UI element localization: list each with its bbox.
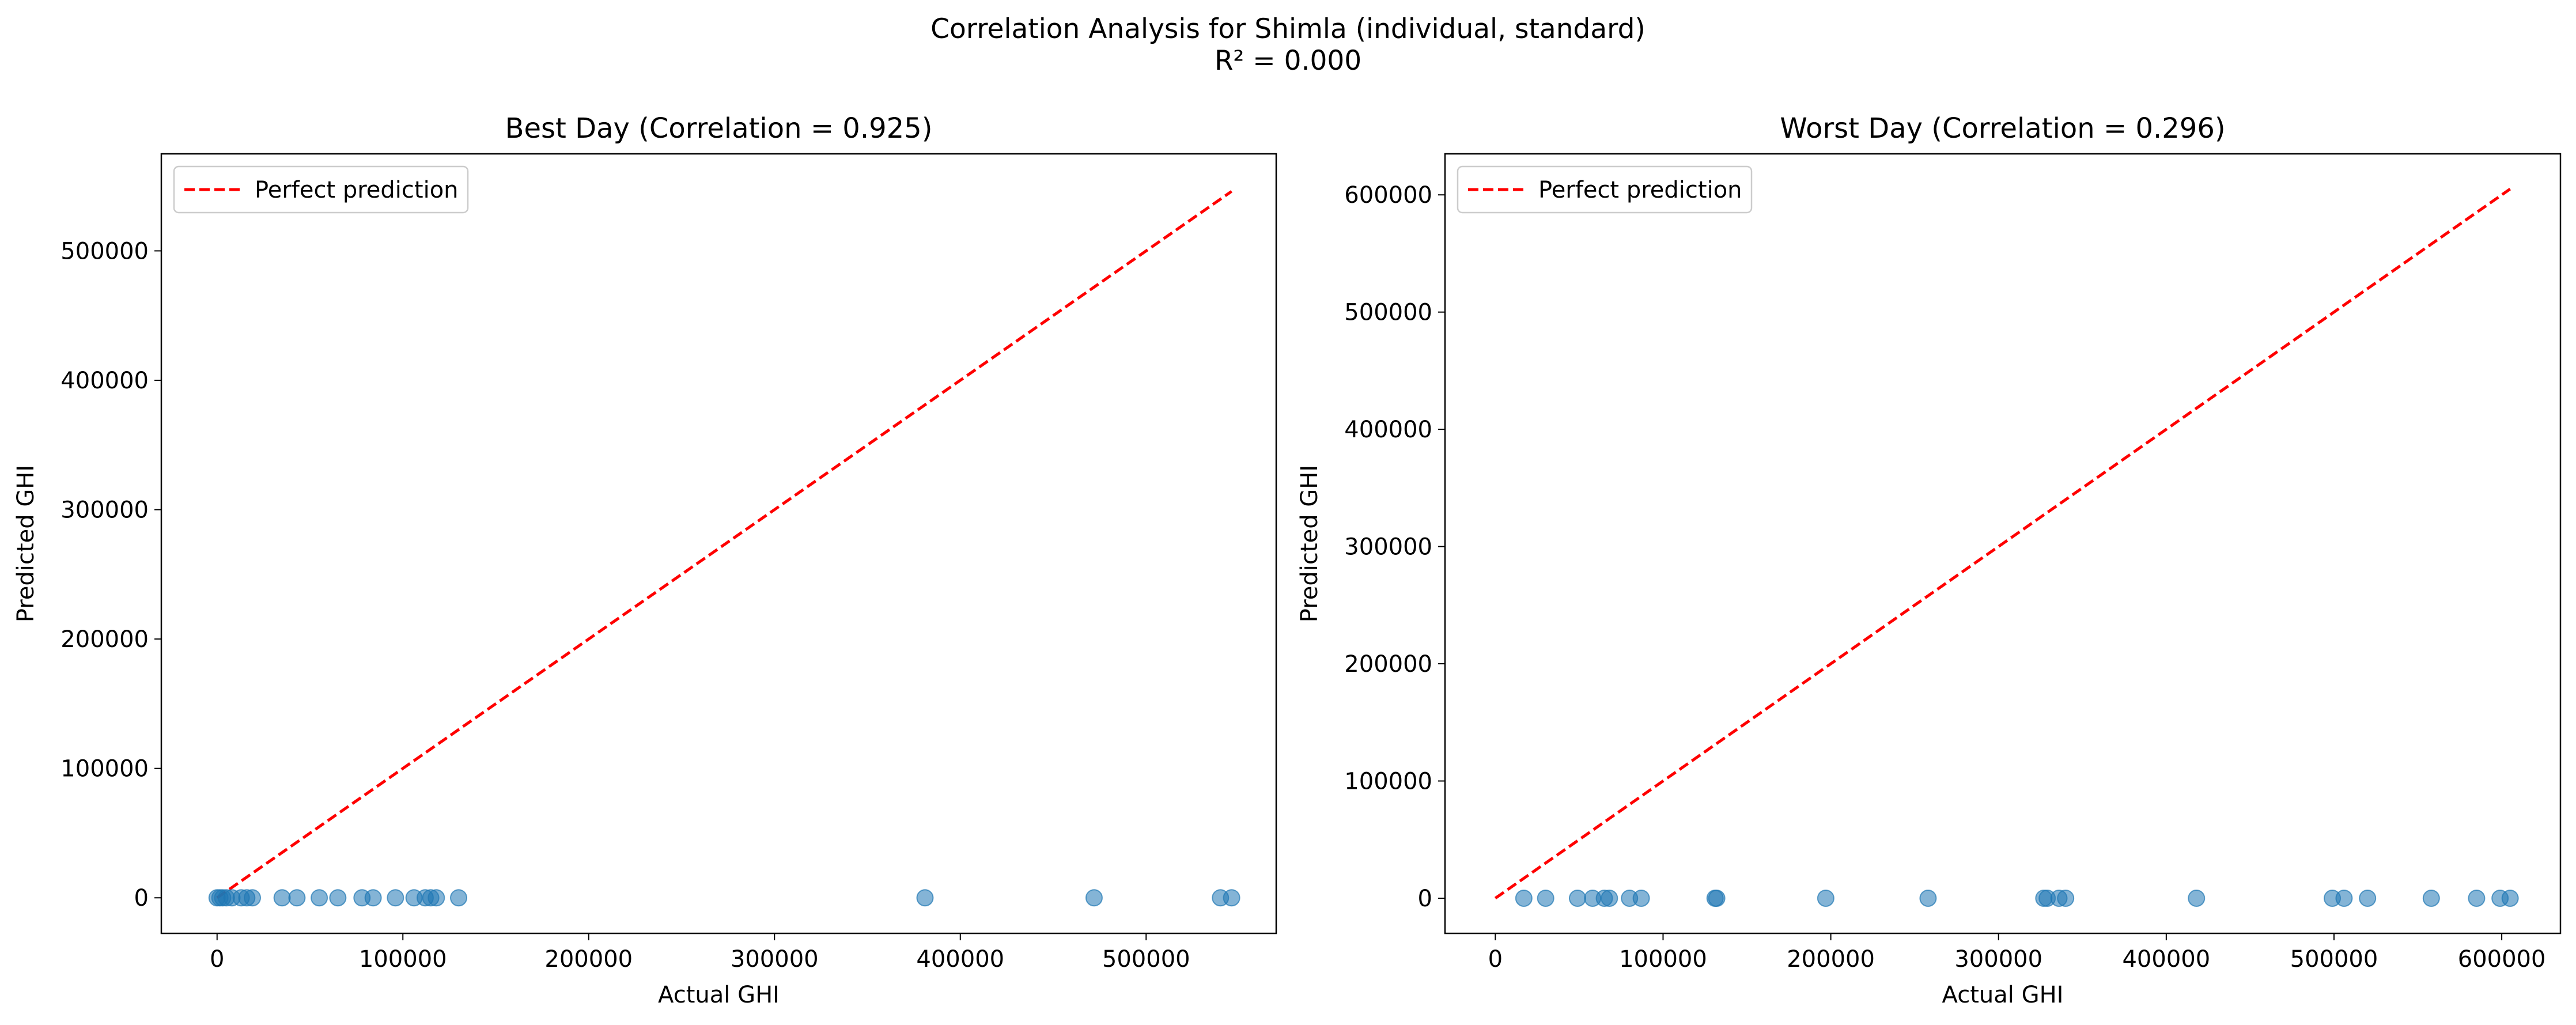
legend-label: Perfect prediction [255,177,459,203]
x-tick-label: 400000 [2122,946,2210,973]
scatter-point [273,889,291,907]
scatter-point [450,889,467,907]
scatter-point [2057,889,2075,907]
subplot-2: 0 100000 200000 300000 400000 500000 600000 0 10… [1296,112,2562,1008]
scatter-point [1708,889,1726,907]
scatter-point [2468,889,2486,907]
y-axis-label: Predicted GHI [13,465,39,622]
y-tick-label: 0 [134,885,149,911]
scatter-point [364,889,382,907]
scatter-point [1085,889,1103,907]
y-tick-label: 100000 [60,756,149,782]
x-axis-label: Actual GHI [658,982,780,1008]
scatter-point [1568,889,1586,907]
axes-frame [160,153,1277,935]
subplot-1: 0 100000 200000 300000 400000 500000 0 100000 20… [13,112,1277,1008]
scatter-point [1632,889,1650,907]
subplot-title: Worst Day (Correlation = 0.296) [1780,112,2225,145]
x-tick-label: 100000 [1619,946,1707,973]
scatter-point [311,889,328,907]
scatter-point [244,889,262,907]
x-tick-label: 200000 [1787,946,1875,973]
y-tick-label: 0 [1418,886,1432,912]
x-axis-label: Actual GHI [1942,982,2064,1008]
y-tick-label: 500000 [60,238,149,264]
x-tick-label: 300000 [1954,946,2042,973]
scatter-point [2422,889,2440,907]
scatter-point [288,889,306,907]
scatter-point [1515,889,1533,907]
x-tick-label: 500000 [1102,946,1190,973]
scatter-point [2335,889,2353,907]
y-tick-label: 400000 [1344,417,1432,443]
x-tick-label: 0 [210,946,224,973]
scatter-point [387,889,404,907]
legend-label: Perfect prediction [1538,177,1742,203]
x-tick-label: 400000 [916,946,1004,973]
scatter-point [1537,889,1554,907]
scatter-point [2359,889,2377,907]
figure-subtitle: R² = 0.000 [1214,45,1362,77]
y-tick-label: 200000 [60,626,149,653]
scatter-point [329,889,347,907]
x-tick-label: 300000 [731,946,819,973]
scatter-point [1817,889,1834,907]
scatter-point [1601,889,1618,907]
y-tick-label: 200000 [1344,651,1432,678]
axes-frame [1444,153,2562,935]
scatter-point [428,889,445,907]
legend-box [1457,165,1753,214]
legend: Perfect prediction [173,165,469,214]
y-tick-label: 300000 [1344,534,1432,561]
y-tick-label: 300000 [60,497,149,524]
legend-box [173,165,469,214]
y-tick-label: 500000 [1344,300,1432,326]
y-tick-label: 400000 [60,368,149,394]
figure-title: Correlation Analysis for Shimla (individ… [930,13,1646,45]
scatter-point [1223,889,1240,907]
legend: Perfect prediction [1457,165,1753,214]
perfect-prediction-line [216,190,1233,899]
x-tick-label: 100000 [359,946,447,973]
perfect-prediction-line [1494,187,2511,900]
scatter-point [916,889,934,907]
x-tick-label: 600000 [2458,946,2546,973]
scatter-point [1919,889,1937,907]
x-tick-label: 0 [1488,946,1503,973]
x-tick-label: 200000 [544,946,633,973]
x-tick-label: 500000 [2290,946,2378,973]
scatter-point [2188,889,2206,907]
y-axis-label: Predicted GHI [1296,465,1323,622]
y-tick-label: 100000 [1344,769,1432,795]
scatter-point [2501,889,2519,907]
y-tick-label: 600000 [1344,182,1432,209]
subplot-title: Best Day (Correlation = 0.925) [505,112,933,145]
